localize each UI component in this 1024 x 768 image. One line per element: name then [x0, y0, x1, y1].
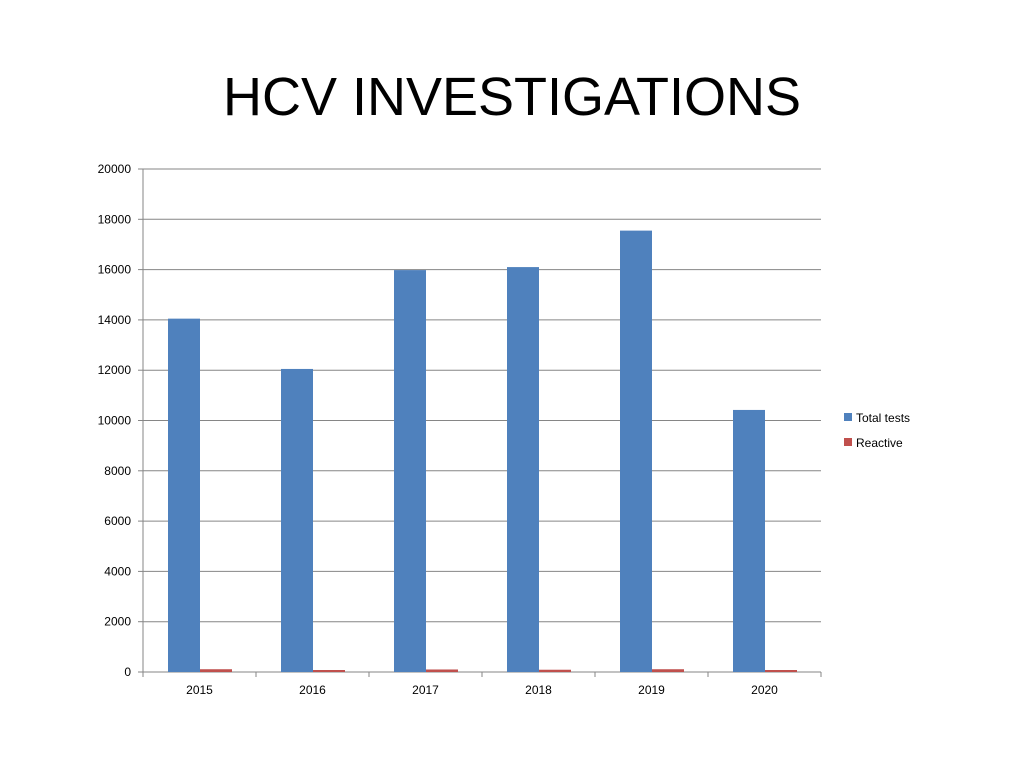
x-tick-label: 2019 — [638, 683, 665, 697]
y-tick-label: 8000 — [104, 464, 131, 478]
bar-total-tests — [168, 318, 200, 672]
chart-axes — [138, 168, 822, 677]
bar-total-tests — [507, 267, 539, 672]
bar-total-tests — [620, 230, 652, 672]
legend: Total tests Reactive — [844, 411, 910, 450]
bar-total-tests — [394, 270, 426, 672]
bar-reactive — [652, 669, 684, 672]
x-tick-label: 2018 — [525, 683, 552, 697]
y-tick-label: 18000 — [98, 212, 132, 226]
legend-label: Reactive — [856, 436, 903, 450]
y-tick-label: 20000 — [98, 162, 132, 176]
tick-labels: 0 2000 4000 6000 8000 10000 12000 14000 16000 180… — [98, 162, 779, 697]
y-tick-label: 6000 — [104, 514, 131, 528]
x-tick-label: 2020 — [751, 683, 778, 697]
y-tick-label: 16000 — [98, 263, 132, 277]
gridlines — [143, 168, 821, 623]
y-tick-label: 2000 — [104, 615, 131, 629]
legend-swatch — [844, 438, 852, 446]
bar-reactive — [313, 670, 345, 672]
x-tick-label: 2016 — [299, 683, 326, 697]
bar-reactive — [200, 669, 232, 672]
y-tick-label: 4000 — [104, 564, 131, 578]
y-tick-label: 0 — [124, 665, 131, 679]
y-tick-label: 12000 — [98, 363, 132, 377]
slide-title: HCV INVESTIGATIONS — [222, 67, 802, 127]
bar-reactive — [765, 670, 797, 672]
legend-label: Total tests — [856, 411, 910, 425]
y-tick-label: 14000 — [98, 313, 132, 327]
bar-reactive — [426, 669, 458, 672]
bars — [168, 230, 797, 672]
x-tick-label: 2015 — [186, 683, 213, 697]
x-tick-label: 2017 — [412, 683, 439, 697]
legend-swatch — [844, 413, 852, 421]
bar-reactive — [539, 669, 571, 672]
y-tick-label: 10000 — [98, 414, 132, 428]
bar-total-tests — [733, 409, 765, 672]
bar-total-tests — [281, 368, 313, 672]
